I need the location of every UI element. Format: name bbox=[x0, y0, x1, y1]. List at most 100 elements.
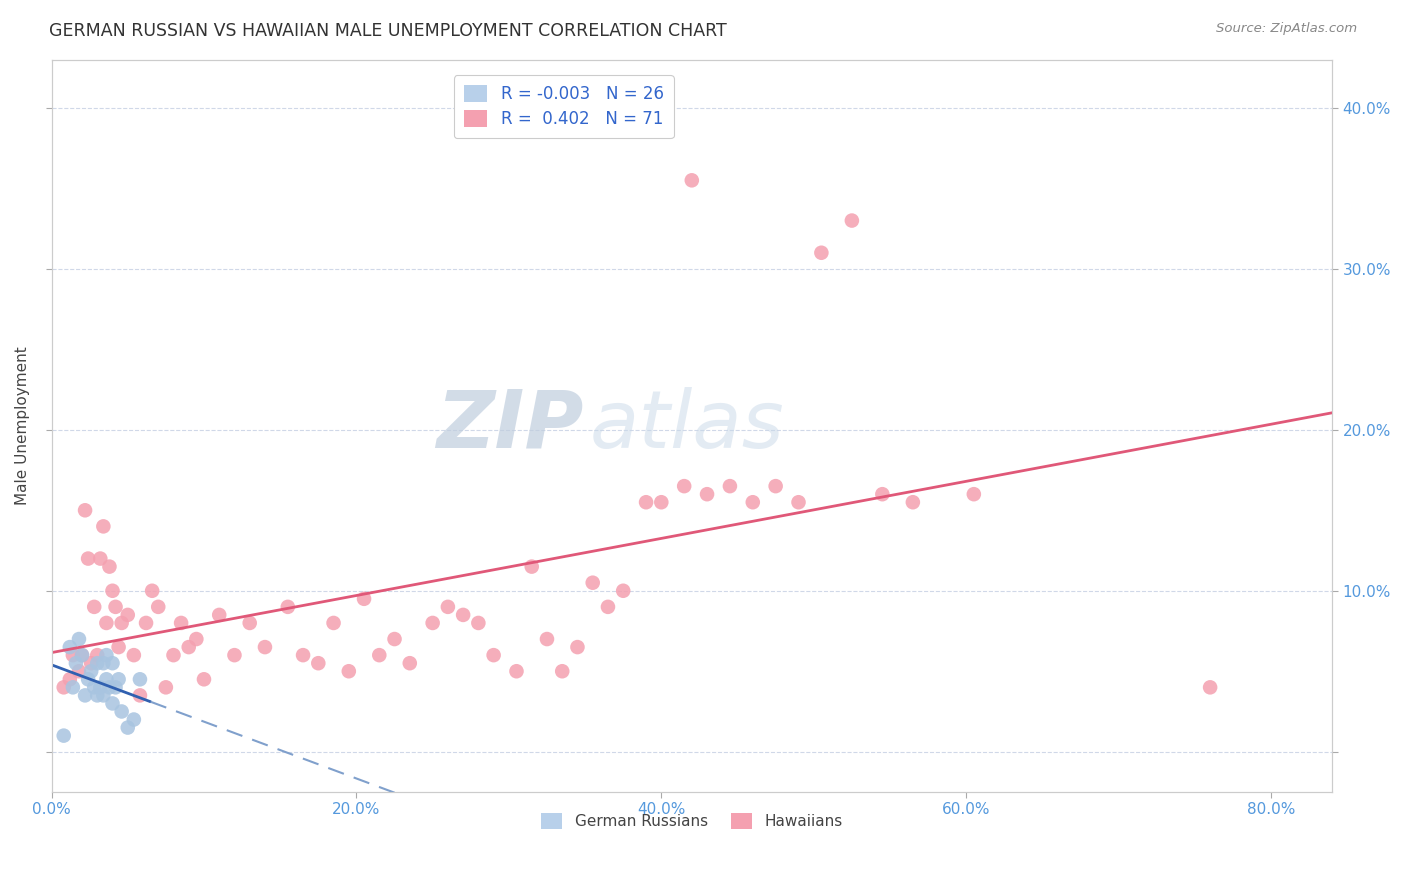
Point bbox=[520, 559, 543, 574]
Point bbox=[101, 697, 124, 711]
Point bbox=[612, 583, 634, 598]
Point bbox=[872, 487, 894, 501]
Point bbox=[170, 615, 193, 630]
Point bbox=[368, 648, 391, 662]
Point bbox=[117, 721, 139, 735]
Point bbox=[155, 681, 177, 695]
Point bbox=[437, 599, 460, 614]
Point bbox=[101, 583, 124, 598]
Point bbox=[93, 656, 115, 670]
Point bbox=[696, 487, 718, 501]
Point bbox=[107, 640, 129, 654]
Point bbox=[636, 495, 658, 509]
Point bbox=[62, 681, 84, 695]
Text: ZIP: ZIP bbox=[436, 387, 583, 465]
Point bbox=[505, 665, 527, 679]
Point bbox=[551, 665, 574, 679]
Point bbox=[75, 689, 97, 703]
Point bbox=[52, 729, 75, 743]
Point bbox=[59, 640, 82, 654]
Point bbox=[70, 648, 93, 662]
Point bbox=[122, 713, 145, 727]
Point bbox=[141, 583, 163, 598]
Point bbox=[536, 632, 558, 646]
Point bbox=[96, 648, 118, 662]
Point bbox=[67, 632, 90, 646]
Point bbox=[111, 615, 134, 630]
Point bbox=[77, 673, 100, 687]
Point bbox=[96, 673, 118, 687]
Point bbox=[277, 599, 299, 614]
Point bbox=[148, 599, 170, 614]
Point bbox=[451, 607, 474, 622]
Point bbox=[353, 591, 375, 606]
Point bbox=[86, 648, 108, 662]
Point bbox=[253, 640, 276, 654]
Point bbox=[567, 640, 589, 654]
Point bbox=[98, 559, 121, 574]
Point bbox=[104, 681, 127, 695]
Point bbox=[70, 648, 93, 662]
Point bbox=[467, 615, 489, 630]
Point bbox=[83, 599, 105, 614]
Point bbox=[104, 599, 127, 614]
Point bbox=[162, 648, 184, 662]
Point bbox=[59, 673, 82, 687]
Point bbox=[86, 689, 108, 703]
Point bbox=[718, 479, 741, 493]
Y-axis label: Male Unemployment: Male Unemployment bbox=[15, 346, 30, 505]
Point bbox=[741, 495, 763, 509]
Point bbox=[177, 640, 200, 654]
Point bbox=[482, 648, 505, 662]
Point bbox=[101, 656, 124, 670]
Point bbox=[292, 648, 315, 662]
Point bbox=[135, 615, 157, 630]
Point bbox=[681, 173, 703, 187]
Point bbox=[80, 665, 103, 679]
Point bbox=[122, 648, 145, 662]
Point bbox=[129, 689, 152, 703]
Point bbox=[765, 479, 787, 493]
Point bbox=[841, 213, 863, 227]
Point bbox=[384, 632, 406, 646]
Point bbox=[62, 648, 84, 662]
Point bbox=[901, 495, 924, 509]
Point bbox=[75, 503, 97, 517]
Point bbox=[322, 615, 344, 630]
Text: Source: ZipAtlas.com: Source: ZipAtlas.com bbox=[1216, 22, 1357, 36]
Point bbox=[582, 575, 605, 590]
Point bbox=[673, 479, 696, 493]
Point bbox=[810, 245, 832, 260]
Point bbox=[89, 681, 111, 695]
Point bbox=[186, 632, 208, 646]
Point bbox=[83, 681, 105, 695]
Point bbox=[596, 599, 619, 614]
Point bbox=[193, 673, 215, 687]
Point bbox=[67, 665, 90, 679]
Point bbox=[93, 519, 115, 533]
Point bbox=[307, 656, 329, 670]
Point bbox=[650, 495, 672, 509]
Point bbox=[224, 648, 246, 662]
Point bbox=[239, 615, 262, 630]
Point bbox=[96, 615, 118, 630]
Point bbox=[111, 705, 134, 719]
Point bbox=[77, 551, 100, 566]
Point bbox=[398, 656, 420, 670]
Point bbox=[787, 495, 810, 509]
Point bbox=[208, 607, 231, 622]
Point bbox=[93, 689, 115, 703]
Point bbox=[117, 607, 139, 622]
Point bbox=[80, 656, 103, 670]
Point bbox=[52, 681, 75, 695]
Legend: German Russians, Hawaiians: German Russians, Hawaiians bbox=[534, 807, 849, 836]
Point bbox=[1199, 681, 1222, 695]
Text: atlas: atlas bbox=[589, 387, 785, 465]
Point bbox=[65, 656, 87, 670]
Point bbox=[86, 656, 108, 670]
Point bbox=[89, 551, 111, 566]
Text: GERMAN RUSSIAN VS HAWAIIAN MALE UNEMPLOYMENT CORRELATION CHART: GERMAN RUSSIAN VS HAWAIIAN MALE UNEMPLOY… bbox=[49, 22, 727, 40]
Point bbox=[129, 673, 152, 687]
Point bbox=[963, 487, 986, 501]
Point bbox=[107, 673, 129, 687]
